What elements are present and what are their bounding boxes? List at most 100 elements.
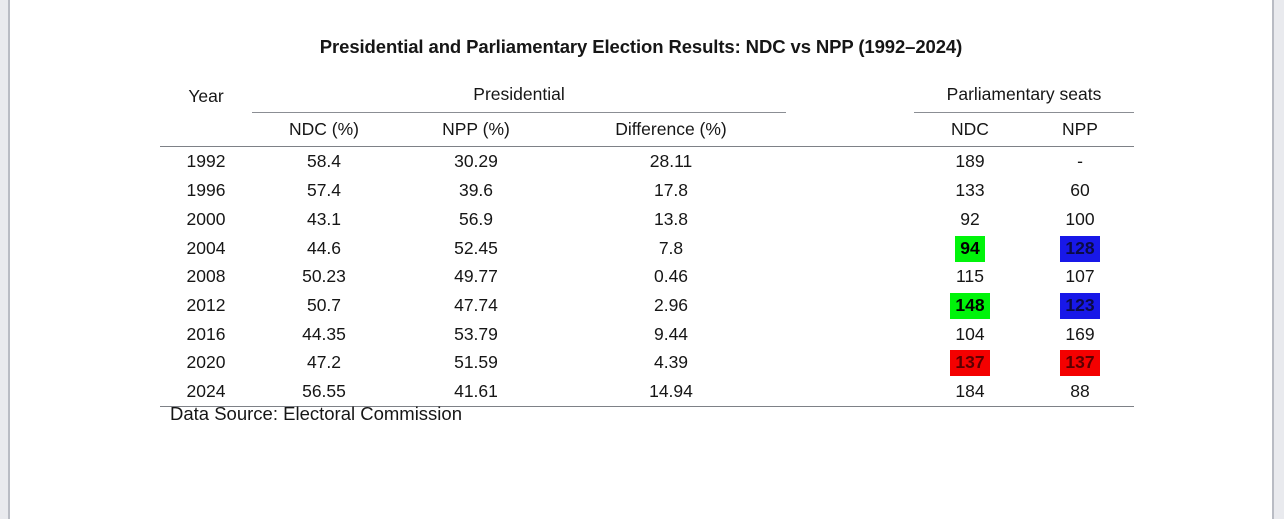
cell-presidential-npp: 51.59 bbox=[454, 352, 498, 373]
cell-gap bbox=[786, 262, 914, 291]
spanner-header-presidential: Presidential bbox=[252, 80, 786, 113]
cell-seats-ndc: 94 bbox=[914, 234, 1026, 263]
table-row: 2004 44.6 52.45 7.8 94 128 bbox=[160, 234, 1134, 263]
cell-presidential-difference: 4.39 bbox=[653, 352, 689, 373]
spanner-header-row: Year Presidential Parliamentary seats bbox=[160, 80, 1134, 113]
cell-presidential-npp: 52.45 bbox=[454, 237, 498, 258]
cell-seats-ndc: 148 bbox=[914, 291, 1026, 320]
spanner-header-parliamentary: Parliamentary seats bbox=[914, 80, 1134, 113]
column-header-seats-npp: NPP bbox=[1026, 112, 1134, 148]
column-header-presidential-difference: Difference (%) bbox=[556, 112, 786, 148]
column-header-presidential-npp: NPP (%) bbox=[396, 112, 556, 148]
cell-gap bbox=[786, 234, 914, 263]
cell-presidential-npp: 53.79 bbox=[454, 323, 498, 344]
table-row: 2024 56.55 41.61 14.94 184 88 bbox=[160, 377, 1134, 407]
cell-gap bbox=[786, 348, 914, 377]
cell-presidential-ndc: 58.4 bbox=[306, 151, 342, 172]
cell-seats-ndc: 184 bbox=[914, 377, 1026, 407]
cell-seats-npp: 128 bbox=[1026, 234, 1134, 263]
cell-highlight-blue: 123 bbox=[1060, 292, 1100, 319]
cell-presidential-ndc: 47.2 bbox=[306, 352, 342, 373]
cell-presidential-ndc: 43.1 bbox=[306, 208, 342, 229]
cell-gap bbox=[786, 320, 914, 349]
cell-seats-ndc: 115 bbox=[956, 266, 984, 287]
cell-highlight-red: 137 bbox=[1060, 350, 1100, 377]
document-page: Presidential and Parliamentary Election … bbox=[10, 0, 1272, 519]
page-edge-right bbox=[1272, 0, 1274, 519]
cell-gap bbox=[786, 147, 914, 176]
cell-gap bbox=[786, 291, 914, 320]
cell-presidential-ndc: 44.35 bbox=[302, 323, 346, 344]
cell-highlight-green: 94 bbox=[955, 235, 985, 262]
cell-presidential-npp: 47.74 bbox=[454, 294, 498, 315]
subheader-year-blank bbox=[160, 112, 252, 148]
cell-seats-npp: - bbox=[1077, 151, 1083, 172]
table-row: 2012 50.7 47.74 2.96 148 123 bbox=[160, 291, 1134, 320]
cell-seats-npp: 60 bbox=[1070, 180, 1090, 201]
cell-presidential-ndc: 57.4 bbox=[306, 180, 342, 201]
cell-year: 2008 bbox=[186, 266, 226, 287]
cell-gap bbox=[786, 176, 914, 205]
cell-presidential-ndc: 50.23 bbox=[302, 266, 346, 287]
cell-seats-npp: 137 bbox=[1026, 348, 1134, 377]
cell-presidential-npp: 49.77 bbox=[454, 266, 498, 287]
cell-presidential-difference: 17.8 bbox=[653, 180, 689, 201]
table-row: 2016 44.35 53.79 9.44 104 169 bbox=[160, 320, 1134, 349]
cell-presidential-difference: 2.96 bbox=[653, 294, 689, 315]
cell-year: 1996 bbox=[186, 180, 226, 201]
cell-highlight-blue: 128 bbox=[1060, 235, 1100, 262]
cell-seats-ndc: 133 bbox=[955, 180, 985, 201]
cell-presidential-ndc: 44.6 bbox=[306, 237, 342, 258]
cell-seats-npp: 107 bbox=[1065, 266, 1095, 287]
table-row: 1996 57.4 39.6 17.8 133 60 bbox=[160, 176, 1134, 205]
cell-presidential-difference: 7.8 bbox=[658, 237, 684, 258]
cell-presidential-difference: 28.11 bbox=[649, 151, 693, 172]
table-row: 1992 58.4 30.29 28.11 189 - bbox=[160, 147, 1134, 176]
data-source-note: Data Source: Electoral Commission bbox=[170, 403, 462, 424]
cell-highlight-red: 137 bbox=[950, 350, 990, 377]
cell-year: 2000 bbox=[186, 208, 226, 229]
column-header-seats-ndc: NDC bbox=[914, 112, 1026, 148]
cell-seats-npp: 123 bbox=[1026, 291, 1134, 320]
cell-presidential-difference: 13.8 bbox=[653, 208, 689, 229]
cell-gap bbox=[786, 205, 914, 234]
cell-seats-npp: 88 bbox=[1026, 377, 1134, 407]
subheader-gap bbox=[786, 112, 914, 148]
table-body: 1992 58.4 30.29 28.11 189 - 1996 57.4 39.6 17.8 13… bbox=[160, 147, 1134, 407]
table-row: 2020 47.2 51.59 4.39 137 137 bbox=[160, 348, 1134, 377]
page-edge-left bbox=[8, 0, 10, 519]
spanner-gap bbox=[786, 80, 914, 112]
cell-presidential-npp: 39.6 bbox=[458, 180, 494, 201]
cell-seats-ndc: 104 bbox=[955, 323, 985, 344]
cell-seats-ndc: 92 bbox=[960, 208, 980, 229]
cell-year: 2024 bbox=[160, 377, 252, 407]
cell-presidential-ndc: 56.55 bbox=[252, 377, 396, 407]
subheader-row: NDC (%) NPP (%) Difference (%) NDC NPP bbox=[160, 112, 1134, 148]
table-row: 2000 43.1 56.9 13.8 92 100 bbox=[160, 205, 1134, 234]
cell-gap bbox=[786, 377, 914, 407]
cell-presidential-difference: 9.44 bbox=[653, 323, 689, 344]
cell-year: 2020 bbox=[186, 352, 226, 373]
cell-seats-npp: 169 bbox=[1065, 323, 1095, 344]
cell-seats-ndc: 137 bbox=[914, 348, 1026, 377]
cell-seats-npp: 100 bbox=[1065, 208, 1095, 229]
page-title: Presidential and Parliamentary Election … bbox=[319, 36, 963, 57]
cell-year: 1992 bbox=[186, 151, 226, 172]
cell-presidential-ndc: 50.7 bbox=[306, 294, 342, 315]
cell-year: 2012 bbox=[186, 294, 226, 315]
table-row: 2008 50.23 49.77 0.46 115 107 bbox=[160, 262, 1134, 291]
results-table-container: Year Presidential Parliamentary seats ND… bbox=[160, 80, 1150, 407]
cell-year: 2016 bbox=[186, 323, 226, 344]
column-header-presidential-ndc: NDC (%) bbox=[252, 112, 396, 148]
cell-highlight-green: 148 bbox=[950, 292, 990, 319]
cell-presidential-npp: 30.29 bbox=[454, 151, 498, 172]
election-results-table: Year Presidential Parliamentary seats ND… bbox=[160, 80, 1134, 407]
cell-presidential-npp: 41.61 bbox=[396, 377, 556, 407]
cell-presidential-difference: 0.46 bbox=[653, 266, 689, 287]
table-head: Year Presidential Parliamentary seats ND… bbox=[160, 80, 1134, 148]
column-header-year: Year bbox=[188, 85, 224, 106]
cell-presidential-difference: 14.94 bbox=[556, 377, 786, 407]
cell-presidential-npp: 56.9 bbox=[458, 208, 494, 229]
cell-seats-ndc: 189 bbox=[955, 151, 985, 172]
